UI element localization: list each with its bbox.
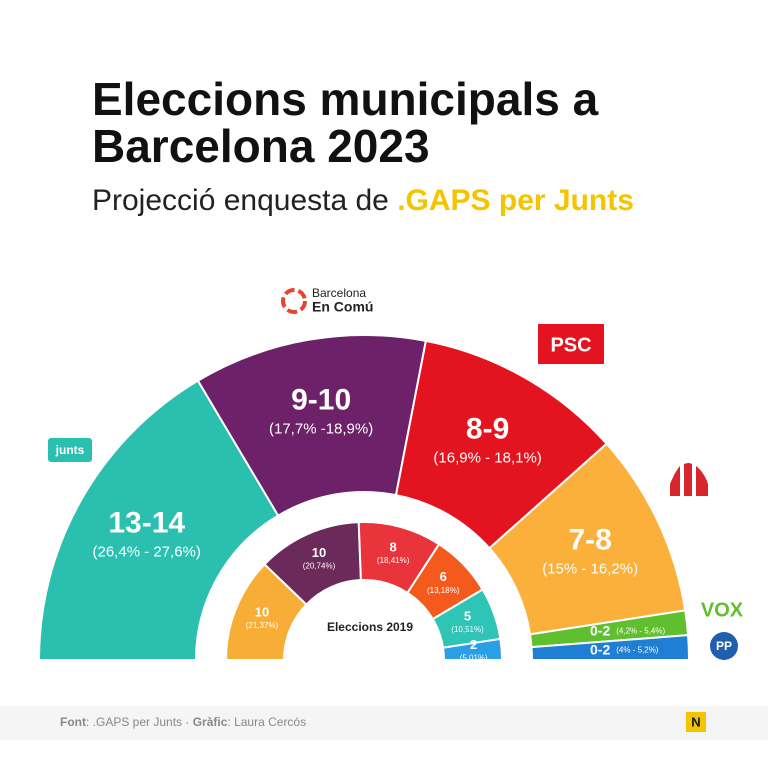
seat-arc [37,379,280,661]
seat-value: 5 [464,608,471,623]
footer-band [0,706,768,740]
subtitle: Projecció enquesta de .GAPS per Junts [92,184,634,217]
logo-stripe [696,466,708,496]
range-label: 0-2 (4% - 5,2%) [590,641,659,657]
brand: N [691,714,700,729]
footer-text: : .GAPS per Junts · [86,715,193,729]
pct-label: (13,18%) [427,586,460,595]
range-label: 13-14 [108,506,185,539]
pct-label: (4,2% - 5,4%) [616,626,665,635]
subtitle-source: .GAPS per Junts [397,184,634,217]
pct-label: (26,4% - 27,6%) [93,543,201,560]
pct-label: (21,37%) [246,621,279,630]
logo-stripe [670,466,680,496]
logo-text: PP [716,639,732,653]
footer: Font: .GAPS per Junts · Gràfic: Laura Ce… [60,715,306,729]
pct-label: (20,74%) [303,562,336,571]
logo-erc [670,463,708,496]
chart: 13-14 (26,4% - 27,6%) 9-10 (17,7% -18,9%) 8-… [37,334,691,663]
range-label: 9-10 [291,384,351,417]
logo-pp: PP [710,632,738,660]
pct-label: (10,51%) [451,625,484,634]
seat-value: 2 [470,637,477,652]
brand-box [686,712,706,732]
pct-label: (15% - 16,2%) [542,560,638,577]
logo-icon [281,288,307,314]
pct-label: (16,9% - 18,1%) [433,450,541,467]
range-value: 0-2 [590,641,610,657]
logo-psc: PSC [538,324,604,364]
seat-value: 6 [440,569,447,584]
logo-bcomu: Barcelona En Comú [281,286,373,315]
logo-stripe [684,463,692,496]
logo-junts: junts [48,438,92,462]
range-label: 0-2 (4,2% - 5,4%) [590,622,665,638]
range-label: 7-8 [568,523,611,556]
range-value: 0-2 [590,622,610,638]
seat-value: 10 [255,604,269,619]
pct-label: (18,41%) [377,556,410,565]
footer-label: Font [60,715,86,729]
ring-name: Eleccions 2019 [327,620,413,634]
logo-circle [710,632,738,660]
pct-label: (17,7% -18,9%) [269,421,373,438]
logo-vox: VOX [701,599,744,621]
logo-box [538,324,604,364]
logo-text: En Comú [312,299,373,315]
seat-arc [530,634,691,661]
logo-text: Barcelona [312,286,366,300]
footer-label: Gràfic [193,715,228,729]
title-line: Barcelona 2023 [92,120,430,172]
seat-value: 8 [390,539,397,554]
logo-text: PSC [550,334,591,356]
logo-text: junts [55,443,85,457]
seat-arc-2019 [441,637,504,661]
pct-label: (4% - 5,2%) [616,646,659,655]
footer-text: : Laura Cercós [227,715,306,729]
seat-value: 10 [312,545,326,560]
title-line: Eleccions municipals a [92,73,599,125]
logo-box [48,438,92,462]
subtitle-text: Projecció enquesta de [92,184,397,217]
range-label: 8-9 [466,413,509,446]
pct-label: (5,01%) [460,654,488,663]
